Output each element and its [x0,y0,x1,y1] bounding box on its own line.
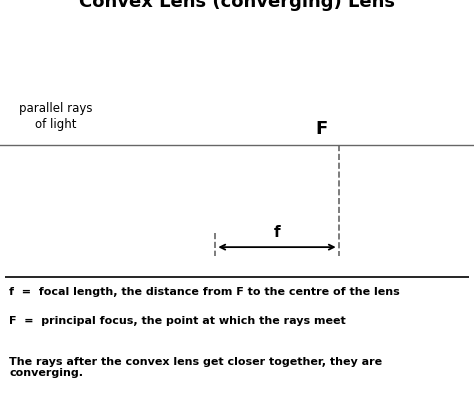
Text: Convex Lens (converging) Lens: Convex Lens (converging) Lens [79,0,395,11]
Text: F: F [315,120,328,137]
Text: F  =  principal focus, the point at which the rays meet: F = principal focus, the point at which … [9,317,346,326]
Text: parallel rays
of light: parallel rays of light [18,102,92,131]
Text: f  =  focal length, the distance from F to the centre of the lens: f = focal length, the distance from F to… [9,287,400,297]
Text: f: f [273,225,280,240]
Text: The rays after the convex lens get closer together, they are
converging.: The rays after the convex lens get close… [9,357,383,379]
